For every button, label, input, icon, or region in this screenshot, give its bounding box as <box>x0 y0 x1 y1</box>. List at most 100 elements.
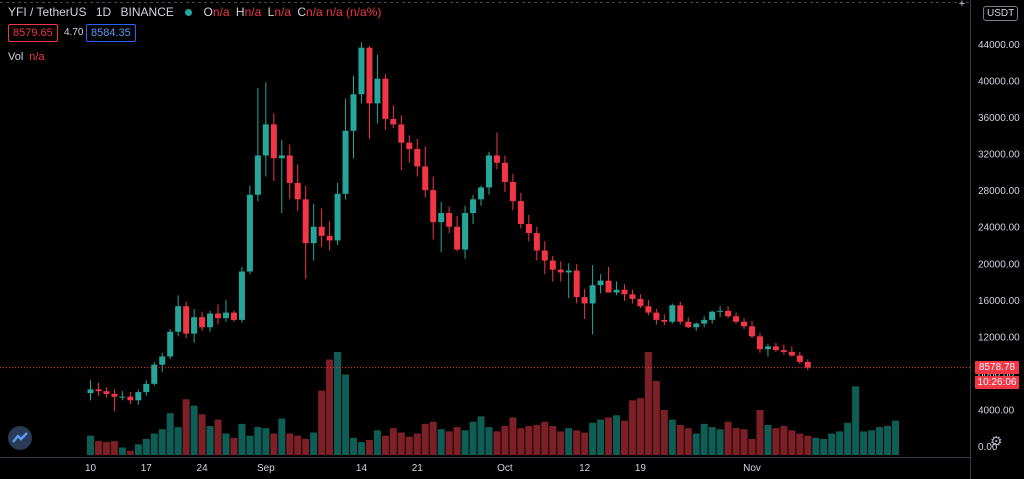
volume-bar <box>357 442 365 455</box>
candle <box>103 387 110 398</box>
volume-bar <box>884 426 891 455</box>
symbol-name[interactable]: YFI / TetherUS <box>8 5 87 19</box>
volume-bar <box>134 444 142 455</box>
y-tick-label: 4000.00 <box>978 405 1015 416</box>
candle-body <box>637 298 644 307</box>
candle-body <box>493 155 500 163</box>
symbol-legend[interactable]: YFI / TetherUS 1D BINANCE On/a Hn/a Ln/a… <box>8 5 381 19</box>
candle-body <box>669 305 676 322</box>
currency-button[interactable]: USDT <box>983 6 1019 21</box>
volume-bar <box>334 352 342 455</box>
candle <box>215 304 222 325</box>
candle-body <box>207 313 214 328</box>
candle-body <box>717 310 724 312</box>
volume-bar <box>708 427 716 455</box>
time-axis[interactable]: 10 17 24 Sep 14 21 Oct 12 19 Nov <box>85 463 761 474</box>
y-tick-label: 20000.00 <box>978 259 1020 270</box>
candle <box>246 185 253 275</box>
candle <box>254 87 261 202</box>
volume-bars <box>87 352 899 455</box>
candle-body <box>390 118 397 125</box>
volume-bar <box>94 441 102 455</box>
candle-body <box>796 355 803 362</box>
candle <box>501 155 508 193</box>
x-tick-label: Oct <box>497 463 513 474</box>
spread-value: 4.70 <box>64 27 84 38</box>
volume-bar <box>453 427 461 455</box>
volume-bar <box>876 427 884 455</box>
candle <box>565 263 572 298</box>
candle-body <box>326 235 333 241</box>
countdown-label: 10:26:06 <box>975 375 1019 389</box>
volume-bar <box>501 426 509 455</box>
volume-label: Vol <box>8 51 24 63</box>
candle-body <box>501 162 508 182</box>
volume-legend[interactable]: Vol n/a <box>8 51 45 63</box>
candle-body <box>756 336 763 350</box>
ask-price[interactable]: 8584.35 <box>86 24 136 42</box>
candle <box>478 185 485 206</box>
candle <box>262 82 269 177</box>
candle-body <box>222 312 229 319</box>
candle <box>717 306 724 318</box>
candle-body <box>533 233 540 251</box>
candle <box>382 74 389 130</box>
candle <box>159 352 166 372</box>
high-value: n/a <box>244 5 262 19</box>
candle <box>462 205 469 259</box>
volume-bar <box>868 430 876 455</box>
candle <box>151 361 158 386</box>
candle <box>749 320 756 339</box>
candle-body <box>709 311 716 320</box>
volume-bar <box>485 427 493 455</box>
candle-body <box>111 393 118 397</box>
price-axis[interactable]: 0.00 4000.00 8000.00 12000.00 16000.00 20000.… <box>978 40 1020 453</box>
candle <box>709 310 716 324</box>
bid-price[interactable]: 8579.65 <box>8 24 58 42</box>
volume-bar <box>812 437 820 455</box>
candle-body <box>693 323 700 328</box>
gear-icon[interactable]: ⚙ <box>990 433 1003 449</box>
candle <box>390 105 397 129</box>
candle-body <box>127 396 134 401</box>
candle-body <box>366 47 373 104</box>
volume-bar <box>174 427 182 455</box>
candle-body <box>406 142 413 150</box>
candle <box>366 45 373 140</box>
volume-bar <box>326 359 334 455</box>
interval[interactable]: 1D <box>95 5 112 19</box>
volume-bar <box>206 426 214 455</box>
plus-icon[interactable]: + <box>958 0 966 10</box>
candle <box>764 343 771 357</box>
candle <box>573 264 580 304</box>
candle <box>430 176 437 240</box>
candle <box>557 261 564 282</box>
candle <box>756 332 763 353</box>
y-tick-label: 32000.00 <box>978 150 1020 161</box>
y-tick-label: 12000.00 <box>978 332 1020 343</box>
volume-bar <box>310 432 318 455</box>
volume-bar <box>158 429 166 455</box>
candle <box>230 310 237 322</box>
candle-body <box>382 78 389 119</box>
volume-bar <box>493 431 501 455</box>
candle <box>605 266 612 293</box>
volume-bar <box>254 427 262 455</box>
candle <box>278 139 285 214</box>
candle <box>788 346 795 357</box>
candle-body <box>764 346 771 350</box>
candle-body <box>478 187 485 200</box>
candle <box>517 192 524 229</box>
candle <box>645 299 652 316</box>
volume-bar <box>461 430 469 455</box>
open-label: O <box>203 5 213 19</box>
candle-body <box>661 319 668 322</box>
candle <box>135 389 142 405</box>
candle-body <box>278 155 285 159</box>
volume-bar <box>150 433 158 455</box>
candle-body <box>749 326 756 337</box>
tradingview-logo-icon[interactable] <box>8 426 32 450</box>
y-tick-label: 0.00 <box>978 442 998 453</box>
candle <box>406 135 413 163</box>
